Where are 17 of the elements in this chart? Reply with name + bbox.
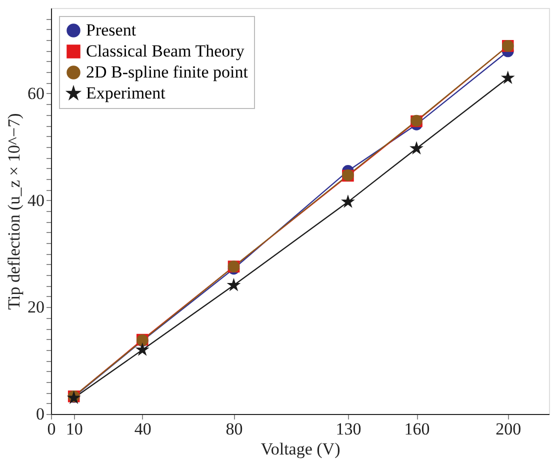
x-tick-label: 10 — [66, 420, 83, 438]
legend-label: 2D B-spline finite point — [86, 62, 248, 82]
y-tick-label: 20 — [28, 298, 44, 317]
x-tick-label: 80 — [226, 420, 243, 438]
legend-label: Classical Beam Theory — [86, 42, 245, 60]
x-tick-label: 0 — [47, 420, 56, 438]
x-axis-title: Voltage (V) — [260, 440, 340, 458]
y-axis-title: Tip deflection (u_z × 10^−7) — [4, 113, 24, 310]
y-tick-label: 40 — [28, 190, 44, 210]
x-tick-label: 40 — [134, 420, 152, 438]
y-tick-label: 0 — [36, 404, 44, 424]
x-tick-label: 130 — [336, 420, 362, 438]
y-tick-label: 60 — [28, 84, 44, 103]
x-tick-label: 160 — [404, 420, 430, 438]
legend-label: Present — [86, 20, 136, 40]
legend-label: Experiment — [86, 84, 166, 102]
x-tick-label: 200 — [496, 420, 522, 438]
